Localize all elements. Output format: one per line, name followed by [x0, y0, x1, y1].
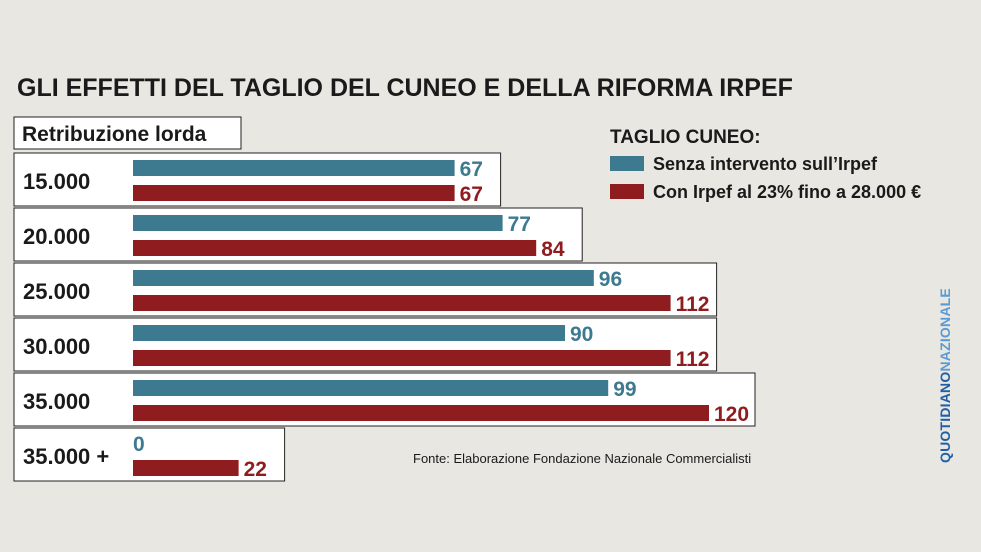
data-label-series-1: 67 — [460, 158, 483, 181]
data-label-series-1: 96 — [599, 268, 622, 291]
data-label-series-2: 112 — [676, 293, 710, 316]
bar-series-2 — [133, 405, 709, 421]
category-label: 15.000 — [23, 169, 90, 194]
data-label-series-2: 84 — [541, 238, 565, 261]
brand-name-part-2: NAZIONALE — [937, 288, 953, 372]
bar-series-1 — [133, 160, 455, 176]
legend-label-series-1: Senza intervento sull’Irpef — [653, 154, 878, 174]
category-label: 25.000 — [23, 279, 90, 304]
data-label-series-2: 67 — [460, 183, 483, 206]
bar-series-2 — [133, 350, 671, 366]
data-label-series-1: 90 — [570, 323, 593, 346]
category-label: 35.000 + — [23, 444, 109, 469]
brand-watermark: QUOTIDIANONAZIONALE — [937, 287, 957, 463]
legend-swatch-series-2 — [610, 184, 644, 199]
data-label-series-2: 112 — [676, 348, 710, 371]
bar-series-1 — [133, 270, 594, 286]
data-label-series-1: 99 — [613, 378, 636, 401]
bar-series-1 — [133, 215, 503, 231]
row-box — [13, 427, 286, 482]
legend: TAGLIO CUNEO: Senza intervento sull’Irpe… — [610, 127, 921, 202]
bar-series-1 — [133, 325, 565, 341]
y-axis-label-box — [13, 116, 242, 150]
data-label-series-2: 120 — [714, 403, 749, 426]
legend-swatch-series-1 — [610, 156, 644, 171]
legend-label-series-2: Con Irpef al 23% fino a 28.000 € — [653, 182, 921, 202]
bar-series-2 — [133, 240, 537, 256]
legend-title: TAGLIO CUNEO: — [610, 127, 761, 148]
brand-name-part-1: QUOTIDIANO — [937, 371, 953, 463]
category-label: 35.000 — [23, 389, 90, 414]
bar-series-2 — [133, 460, 239, 476]
category-label: 30.000 — [23, 334, 90, 359]
data-label-series-1: 0 — [133, 433, 145, 456]
bar-series-2 — [133, 295, 671, 311]
category-label: 20.000 — [23, 224, 90, 249]
data-label-series-2: 22 — [244, 458, 267, 481]
y-axis-label: Retribuzione lorda — [22, 123, 207, 146]
bar-series-1 — [133, 380, 609, 396]
bar-series-2 — [133, 185, 455, 201]
chart-title: GLI EFFETTI DEL TAGLIO DEL CUNEO E DELLA… — [17, 74, 793, 102]
data-label-series-1: 77 — [508, 213, 531, 236]
source-note: Fonte: Elaborazione Fondazione Nazionale… — [413, 451, 751, 466]
